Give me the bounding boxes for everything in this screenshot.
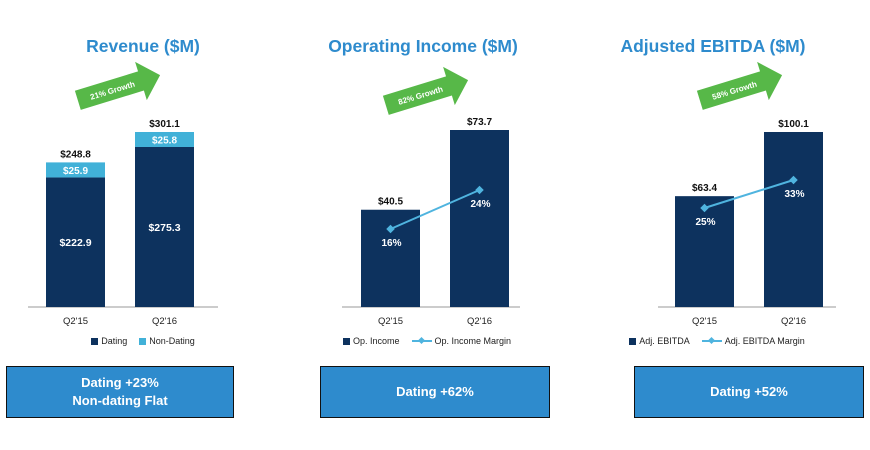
data-label: $25.8	[152, 135, 177, 146]
bar-dating-q2-16	[135, 146, 194, 307]
legend-swatch	[701, 337, 722, 345]
adjusted-ebitda-callout: Dating +52%	[634, 366, 864, 418]
data-label: $275.3	[148, 222, 180, 234]
revenue-panel: Revenue ($M) 21% Growth $222.9 $25.9 $248.…	[0, 0, 290, 450]
growth-arrow: 82% Growth	[382, 66, 469, 115]
margin-line	[704, 179, 794, 209]
legend-item-non-dating: Non-Dating	[139, 336, 195, 346]
x-tick-label: Q2'15	[692, 316, 717, 327]
callout-line-1: Dating +62%	[396, 384, 474, 399]
legend-label: Adj. EBITDA	[639, 336, 690, 346]
adjusted-ebitda-chart-title: Adjusted EBITDA ($M)	[620, 36, 806, 56]
revenue-chart-title: Revenue ($M)	[86, 36, 200, 56]
total-label: $63.4	[692, 183, 717, 194]
x-tick-label: Q2'16	[781, 316, 806, 327]
legend-swatch	[411, 337, 432, 345]
bar-op-income-q2-15	[361, 209, 420, 307]
revenue-chart: 21% Growth $222.9 $25.9 $248.8 Q2'15 $275.3 $…	[28, 61, 218, 327]
operating-income-chart: 82% Growth $40.5 Q2'15 $73.7 Q2'16 16% 24%	[342, 66, 520, 327]
bar-adj-ebitda-q2-15	[675, 196, 734, 307]
total-label: $40.5	[378, 197, 403, 208]
revenue-callout: Dating +23% Non-dating Flat	[6, 366, 234, 418]
total-label: $100.1	[778, 119, 809, 130]
margin-point	[475, 185, 484, 195]
x-tick-label: Q2'15	[378, 316, 403, 327]
x-tick-label: Q2'15	[63, 316, 88, 327]
legend-label: Adj. EBITDA Margin	[724, 336, 805, 346]
operating-income-callout: Dating +62%	[320, 366, 550, 418]
adjusted-ebitda-legend: Adj. EBITDA Adj. EBITDA Margin	[572, 336, 862, 346]
data-label: $25.9	[63, 166, 88, 177]
legend-item-dating: Dating	[91, 336, 127, 346]
bar-dating-q2-15	[46, 177, 105, 307]
legend-swatch	[629, 337, 637, 345]
data-label: $222.9	[59, 237, 91, 249]
x-tick-label: Q2'16	[152, 316, 177, 327]
margin-label: 33%	[784, 189, 804, 200]
callout-line-2: Non-dating Flat	[72, 393, 168, 408]
legend-swatch	[91, 337, 99, 345]
bar-adj-ebitda-q2-16	[764, 132, 823, 307]
callout-line-1: Dating +23%	[81, 375, 159, 390]
legend-label: Dating	[101, 336, 128, 346]
bar-op-income-q2-16	[450, 130, 509, 307]
margin-label: 24%	[470, 199, 490, 210]
operating-income-legend: Op. Income Op. Income Margin	[282, 336, 572, 346]
legend-item-adj-ebitda-margin: Adj. EBITDA Margin	[701, 336, 805, 346]
legend-item-op-income: Op. Income	[342, 336, 400, 346]
total-label: $248.8	[60, 149, 91, 160]
bar-non-dating-q2-16	[135, 132, 194, 147]
callout-line-1: Dating +52%	[710, 384, 788, 399]
total-label: $73.7	[467, 117, 492, 128]
adjusted-ebitda-panel: Adjusted EBITDA ($M) 58% Growth $63.4 Q2'…	[580, 0, 870, 450]
operating-income-panel: Operating Income ($M) 82% Growth $40.5 Q2…	[290, 0, 580, 450]
total-label: $301.1	[149, 119, 180, 130]
legend-swatch	[342, 337, 350, 345]
growth-arrow: 58% Growth	[696, 61, 783, 110]
legend-swatch	[139, 337, 147, 345]
legend-item-op-income-margin: Op. Income Margin	[411, 336, 512, 346]
revenue-legend: Dating Non-Dating	[0, 336, 288, 346]
growth-arrow: 21% Growth	[74, 61, 161, 110]
margin-line	[390, 189, 480, 230]
operating-income-chart-title: Operating Income ($M)	[328, 36, 518, 56]
adjusted-ebitda-chart: 58% Growth $63.4 Q2'15 $100.1 Q2'16 25% 33%	[658, 61, 836, 327]
margin-point	[386, 224, 395, 234]
legend-label: Op. Income Margin	[434, 336, 512, 346]
margin-label: 16%	[381, 238, 401, 249]
x-tick-label: Q2'16	[467, 316, 492, 327]
legend-item-adj-ebitda: Adj. EBITDA	[629, 336, 690, 346]
margin-label: 25%	[695, 217, 715, 228]
bar-non-dating-q2-15	[46, 162, 105, 178]
legend-label: Op. Income	[352, 336, 400, 346]
legend-label: Non-Dating	[149, 336, 195, 346]
